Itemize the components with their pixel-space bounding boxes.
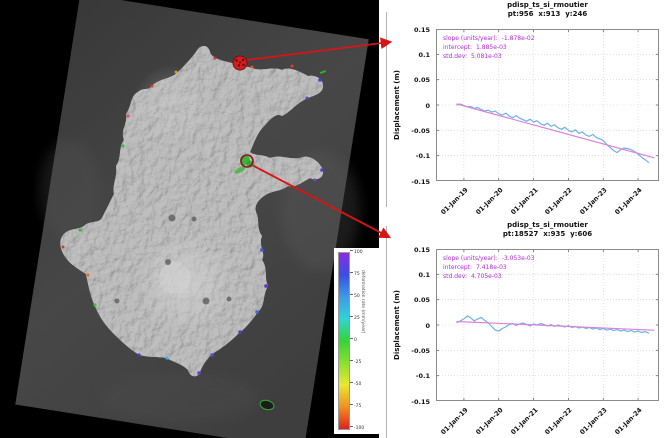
- x-tick-label: 01-Jan-21: [508, 406, 540, 437]
- x-tick-label: 01-Jan-23: [578, 186, 609, 217]
- colorbar-tick-label: -25: [350, 360, 361, 365]
- x-tick-label: 01-Jan-24: [613, 186, 644, 217]
- y-tick-label: -0.15: [411, 397, 430, 406]
- stddev-value: 4.705e-03: [470, 273, 502, 280]
- colorbar-tick-label: -75: [350, 404, 361, 409]
- displacement-line: [456, 315, 650, 334]
- chart-title: pdisp_ts_si_rmoutier: [507, 1, 588, 9]
- y-tick-label: 0: [425, 321, 430, 330]
- colorbar-label: deformation rate (mm/year): [360, 270, 365, 334]
- panel-divider: [386, 12, 387, 207]
- chart-point-info: pt:956 x:913 y:246: [507, 10, 588, 18]
- x-tick-label: 01-Jan-19: [439, 186, 470, 217]
- timeseries-chart-north: pdisp_ts_si_rmoutier pt:956 x:913 y:246 …: [379, 0, 667, 218]
- y-tick-label: 0.1: [418, 50, 430, 59]
- intercept-label: intercept:: [443, 44, 473, 51]
- chart-title: pdisp_ts_si_rmoutier: [507, 221, 588, 229]
- panel-divider: [386, 226, 387, 438]
- x-tick-label: 01-Jan-20: [473, 406, 505, 437]
- x-tick-label: 01-Jan-19: [439, 406, 470, 437]
- x-tick-label: 01-Jan-23: [578, 406, 609, 437]
- x-tick-label: 01-Jan-22: [543, 186, 575, 217]
- colorbar-tick-label: 25: [350, 316, 360, 321]
- colorbar: 100 75 50 25 0 -25 -50 -75 -100 deformation rate…: [334, 248, 379, 434]
- map-panel[interactable]: 100 75 50 25 0 -25 -50 -75 -100 deformation rate…: [0, 0, 379, 438]
- y-tick-label: -0.05: [411, 346, 430, 355]
- y-tick-label: -0.05: [411, 126, 430, 135]
- island: [60, 46, 327, 411]
- slope-label: slope (units/year):: [443, 35, 498, 42]
- charts-panel: pdisp_ts_si_rmoutier pt:956 x:913 y:246 …: [379, 0, 667, 438]
- colorbar-tick-label: 100: [350, 250, 363, 255]
- offshore-point: [319, 70, 327, 74]
- slope-value: -1.878e-02: [501, 35, 535, 42]
- y-tick-label: -0.1: [415, 152, 430, 161]
- intercept-label: intercept:: [443, 264, 473, 271]
- x-tick-label: 01-Jan-21: [508, 186, 540, 217]
- slope-label: slope (units/year):: [443, 255, 498, 262]
- y-tick-label: -0.15: [411, 177, 430, 186]
- islet: [259, 399, 275, 411]
- plot-area: [436, 29, 659, 181]
- y-tick-label: 0.15: [413, 25, 430, 34]
- colorbar-tick-label: 0: [350, 338, 357, 343]
- fit-statistics: slope (units/year): -1.878e-02 intercept:…: [443, 34, 535, 61]
- fit-statistics: slope (units/year): -3.053e-03 intercept:…: [443, 254, 535, 281]
- linear-fit-line: [456, 320, 655, 331]
- linear-fit-line: [456, 103, 655, 159]
- y-tick-label: 0.15: [413, 245, 430, 254]
- y-tick-labels: 0.15 0.1 0.05 0 -0.05 -0.1 -0.15: [402, 245, 432, 406]
- colorbar-tick-label: 50: [350, 294, 360, 299]
- y-tick-label: -0.1: [415, 372, 430, 381]
- x-tick-label: 01-Jan-20: [473, 186, 505, 217]
- x-tick-labels: 01-Jan-19 01-Jan-20 01-Jan-21 01-Jan-22 01-J…: [436, 183, 662, 219]
- colorbar-ticks: 100 75 50 25 0 -25 -50 -75 -100: [350, 250, 376, 431]
- y-tick-label: 0: [425, 101, 430, 110]
- y-tick-label: 0.1: [418, 270, 430, 279]
- y-tick-label: 0.05: [413, 296, 430, 305]
- stddev-label: std.dev:: [443, 273, 467, 280]
- stddev-value: 5.081e-03: [470, 53, 502, 60]
- intercept-value: 1.885e-03: [476, 44, 507, 51]
- timeseries-chart-east: pdisp_ts_si_rmoutier pt:18527 x:935 y:60…: [379, 220, 667, 438]
- slope-value: -3.053e-03: [501, 255, 535, 262]
- chart-point-info: pt:18527 x:935 y:606: [502, 230, 593, 238]
- colorbar-tick-label: 75: [350, 272, 360, 277]
- displacement-line: [456, 103, 650, 163]
- intercept-value: 7.418e-03: [476, 264, 507, 271]
- stddev-label: std.dev:: [443, 53, 467, 60]
- y-tick-label: 0.05: [413, 76, 430, 85]
- colorbar-tick-label: -50: [350, 382, 361, 387]
- y-axis-label: Displacement (m): [393, 70, 401, 140]
- y-tick-labels: 0.15 0.1 0.05 0 -0.05 -0.1 -0.15: [402, 25, 432, 186]
- colorbar-tick-label: -100: [350, 426, 364, 431]
- colorbar-gradient: [338, 252, 350, 430]
- x-tick-labels: 01-Jan-19 01-Jan-20 01-Jan-21 01-Jan-22 01-J…: [436, 403, 662, 438]
- y-axis-label: Displacement (m): [393, 290, 401, 360]
- sar-map[interactable]: [0, 0, 379, 438]
- x-tick-label: 01-Jan-22: [543, 406, 575, 437]
- x-tick-label: 01-Jan-24: [613, 406, 644, 437]
- plot-area: [436, 249, 659, 401]
